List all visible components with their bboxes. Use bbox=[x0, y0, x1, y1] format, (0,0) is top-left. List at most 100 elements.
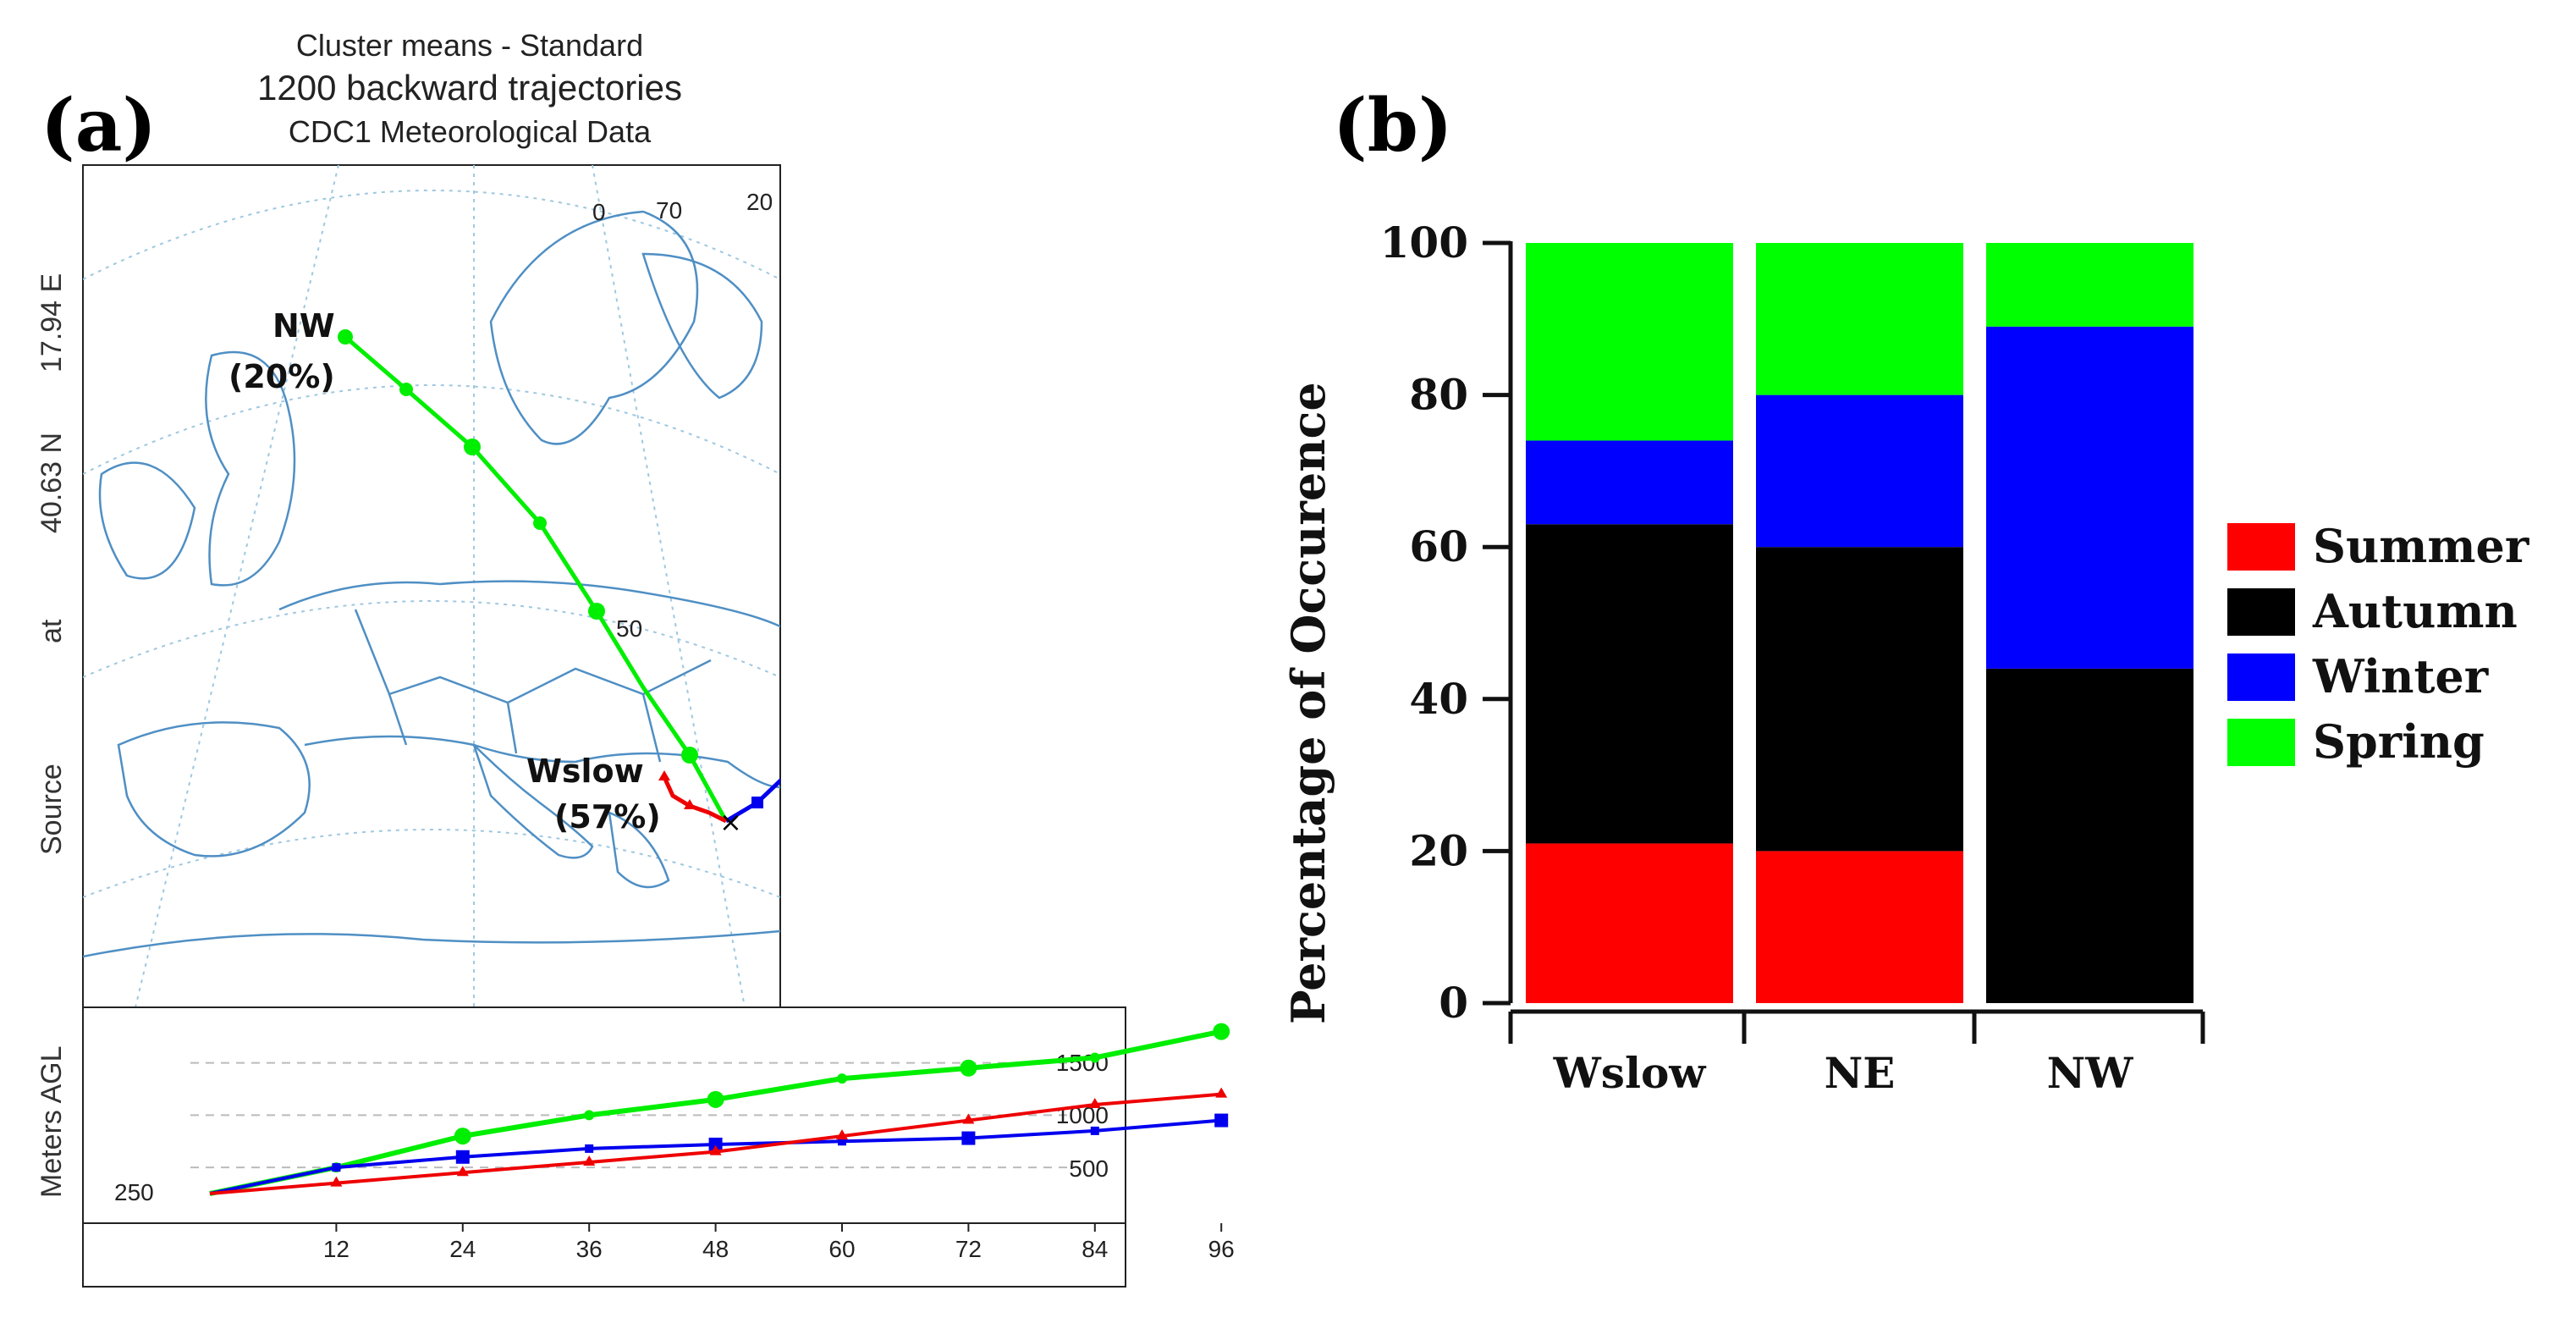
grat-label-40: 40 bbox=[901, 170, 927, 196]
legend-label-spring: Spring bbox=[2313, 714, 2485, 769]
bar-wslow-spring bbox=[1526, 243, 1733, 441]
nw-marker bbox=[533, 516, 547, 530]
bar-y-tick-label: 40 bbox=[1409, 674, 1468, 724]
label-nw-name: NW bbox=[272, 307, 335, 345]
bar-nw-autumn bbox=[1986, 668, 2193, 1003]
bar-y-tick-label: 0 bbox=[1439, 978, 1468, 1028]
height-point-ne bbox=[961, 1131, 976, 1145]
map-title-line-1: Cluster means - Standard bbox=[296, 28, 643, 63]
bar-x-axis: Wslow NE NW bbox=[1508, 1009, 2205, 1098]
label-ne-percent: (23%) bbox=[895, 654, 1002, 692]
height-point-wslow bbox=[709, 1144, 722, 1155]
label-wslow-percent: (57%) bbox=[554, 798, 661, 835]
height-point-wslow bbox=[330, 1176, 343, 1187]
source-label: Source bbox=[36, 764, 68, 855]
height-profile-panel: Meters AGL 1500 1000 500 250 12 24 36 48 60 7… bbox=[36, 1006, 1235, 1288]
bar-ylabel: Percentage of Occurence bbox=[1281, 382, 1335, 1024]
height-xtick-label: 60 bbox=[828, 1236, 855, 1262]
source-side-text: Source at 40.63 N 17.94 E bbox=[36, 273, 68, 855]
nw-marker bbox=[399, 383, 413, 396]
coast-italy bbox=[472, 744, 594, 859]
panel-a-label: (a) bbox=[41, 83, 157, 168]
trajectory-markers: × bbox=[338, 329, 928, 838]
coastlines bbox=[83, 210, 780, 958]
ne-marker bbox=[871, 681, 883, 692]
lat-label: 40.63 N bbox=[36, 433, 68, 533]
nw-marker bbox=[588, 603, 605, 620]
bar-y-axis: 0 20 40 60 80 100 bbox=[1380, 218, 1513, 1028]
graticule-arc-2 bbox=[83, 600, 780, 678]
coast-africa bbox=[83, 929, 780, 958]
grat-label-20: 20 bbox=[746, 189, 773, 215]
bar-ne-winter bbox=[1756, 394, 1963, 548]
legend-swatch-summer bbox=[2227, 523, 2295, 571]
map-title-line-3: CDC1 Meteorological Data bbox=[289, 114, 652, 149]
height-point-ne bbox=[1090, 1126, 1099, 1135]
height-xtick-label: 48 bbox=[702, 1236, 729, 1262]
bar-y-tick-label: 80 bbox=[1409, 370, 1468, 420]
wslow-marker bbox=[684, 799, 696, 809]
nw-marker-start bbox=[338, 329, 353, 345]
height-point-wslow bbox=[836, 1129, 848, 1140]
height-point-nw bbox=[584, 1110, 595, 1121]
coast-britain bbox=[205, 350, 296, 587]
legend-label-summer: Summer bbox=[2313, 519, 2529, 573]
bar-ne-spring bbox=[1756, 243, 1963, 395]
height-xticks: 12 24 36 48 60 72 84 96 bbox=[83, 1222, 1235, 1262]
label-nw-percent: (20%) bbox=[228, 358, 335, 395]
bar-y-tick-label: 20 bbox=[1409, 825, 1468, 875]
coast-greece bbox=[608, 811, 670, 889]
height-point-nw bbox=[960, 1059, 977, 1077]
legend-label-winter: Winter bbox=[2312, 649, 2489, 703]
height-xtick-label: 72 bbox=[955, 1236, 982, 1262]
map-content: 0 70 20 40 50 bbox=[83, 165, 1002, 1007]
bar-wslow-winter bbox=[1526, 440, 1733, 525]
height-xtick-label: 84 bbox=[1082, 1236, 1108, 1262]
nw-marker bbox=[681, 747, 698, 764]
legend-swatch-spring bbox=[2227, 719, 2295, 766]
height-point-ne bbox=[1214, 1113, 1229, 1128]
height-point-nw bbox=[454, 1128, 471, 1145]
ne-marker bbox=[785, 764, 799, 778]
map-frame bbox=[82, 164, 781, 1008]
bar-nw-spring bbox=[1986, 243, 2193, 327]
bar-nw-winter bbox=[1986, 326, 2193, 669]
height-xtick-label: 12 bbox=[323, 1236, 350, 1262]
ne-marker bbox=[845, 689, 857, 701]
height-point-nw bbox=[1089, 1052, 1100, 1063]
height-point-nw bbox=[1213, 1023, 1230, 1040]
nw-marker bbox=[464, 438, 481, 455]
height-xtick-label: 36 bbox=[576, 1236, 603, 1262]
height-point-wslow bbox=[1088, 1098, 1101, 1109]
height-point-ne bbox=[838, 1137, 846, 1146]
bar-ne-autumn bbox=[1756, 547, 1963, 852]
hp-ytick-500: 500 bbox=[1069, 1155, 1109, 1182]
ne-marker bbox=[751, 797, 763, 808]
height-point-ne bbox=[332, 1163, 341, 1172]
graticule bbox=[83, 165, 780, 1007]
coast-finland bbox=[641, 252, 763, 400]
bar-legend: Summer Autumn Winter Spring bbox=[2227, 519, 2529, 769]
bar-wslow-autumn bbox=[1526, 524, 1733, 844]
legend-swatch-winter bbox=[2227, 653, 2295, 701]
height-point-wslow bbox=[583, 1155, 596, 1166]
bar-series bbox=[1526, 243, 2193, 1003]
label-wslow-name: Wslow bbox=[526, 753, 644, 790]
origin-marker: × bbox=[719, 806, 742, 838]
height-ylabel: Meters AGL bbox=[36, 1045, 68, 1198]
height-xtick-label: 96 bbox=[1208, 1236, 1235, 1262]
coast-iberia bbox=[117, 721, 311, 858]
height-point-nw bbox=[837, 1073, 847, 1084]
height-point-wslow bbox=[1215, 1087, 1228, 1098]
wslow-marker bbox=[658, 770, 670, 780]
height-point-ne bbox=[708, 1137, 723, 1151]
coast-ireland bbox=[98, 461, 196, 580]
height-point-ne bbox=[585, 1144, 594, 1153]
bar-chart: Percentage of Occurence 0 20 40 60 80 100 Wsl… bbox=[1281, 218, 2529, 1098]
label-ne-name: NE bbox=[863, 607, 912, 644]
bar-x-tick-label: Wslow bbox=[1553, 1048, 1708, 1098]
ne-marker-start bbox=[916, 629, 928, 641]
legend-swatch-autumn bbox=[2227, 588, 2295, 636]
coast-scandinavia bbox=[489, 210, 699, 445]
